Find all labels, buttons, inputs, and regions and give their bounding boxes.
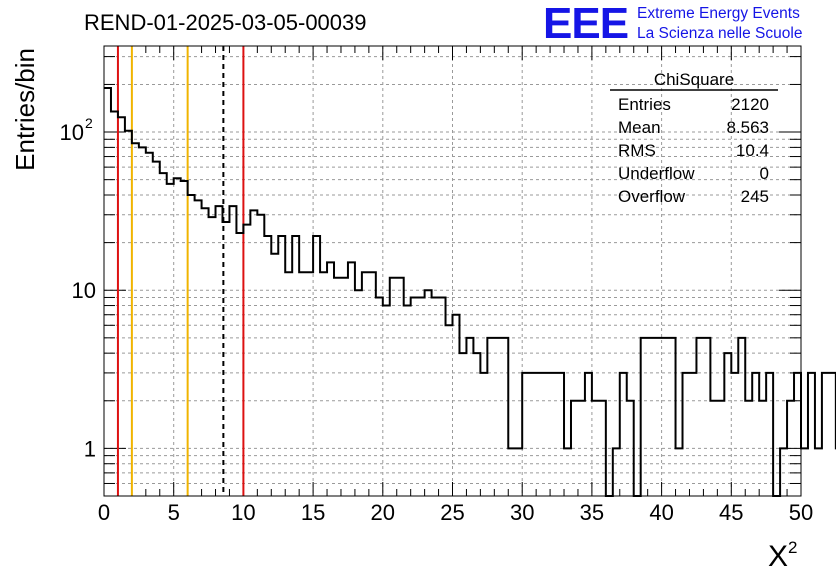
x-tick-label: 40: [649, 500, 673, 525]
stats-row-value: 2120: [731, 95, 769, 114]
y-tick-label-100-exponent: 2: [85, 115, 93, 131]
x-tick-label: 20: [371, 500, 395, 525]
grid: [104, 46, 801, 497]
histogram-line: [104, 86, 836, 497]
y-tick-label-1: 1: [84, 436, 96, 461]
stats-box: ChiSquare Entries 2120 Mean 8.563 RMS 10.4 Und…: [610, 70, 778, 206]
x-axis-label-main: X: [768, 540, 788, 572]
x-tick-label: 45: [719, 500, 743, 525]
stats-title: ChiSquare: [654, 70, 734, 89]
x-tick-label: 35: [580, 500, 604, 525]
stats-row-value: 0: [760, 164, 769, 183]
chart-title: REND-01-2025-03-05-00039: [84, 10, 367, 35]
y-tick-label-100-base: 10: [60, 120, 84, 145]
logo-line-2: La Scienza nelle Scuole: [637, 25, 803, 42]
logo-line-1: Extreme Energy Events: [637, 5, 800, 22]
y-tick-label-10: 10: [72, 278, 96, 303]
eee-logo: EEE: [543, 0, 629, 48]
stats-row-label: Mean: [618, 118, 661, 137]
x-tick-labels: 0 5 10 15 20 25 30 35 40 45 50: [98, 500, 813, 525]
stats-row-value: 8.563: [726, 118, 769, 137]
x-tick-label: 0: [98, 500, 110, 525]
y-axis-label: Entries/bin: [10, 48, 40, 171]
stats-row-value: 245: [741, 187, 769, 206]
stats-row-label: RMS: [618, 141, 656, 160]
stats-row-label: Underflow: [618, 164, 695, 183]
x-tick-label: 15: [301, 500, 325, 525]
x-axis-label: X2: [768, 538, 797, 572]
x-tick-label: 50: [789, 500, 813, 525]
stats-row-label: Entries: [618, 95, 671, 114]
stats-row-value: 10.4: [736, 141, 769, 160]
x-tick-label: 5: [168, 500, 180, 525]
x-tick-label: 30: [510, 500, 534, 525]
stats-row-label: Overflow: [618, 187, 686, 206]
x-tick-label: 10: [231, 500, 255, 525]
reference-lines: [116, 46, 245, 496]
x-axis-label-superscript: 2: [788, 538, 797, 557]
x-tick-label: 25: [440, 500, 464, 525]
plot-frame: [103, 45, 802, 497]
